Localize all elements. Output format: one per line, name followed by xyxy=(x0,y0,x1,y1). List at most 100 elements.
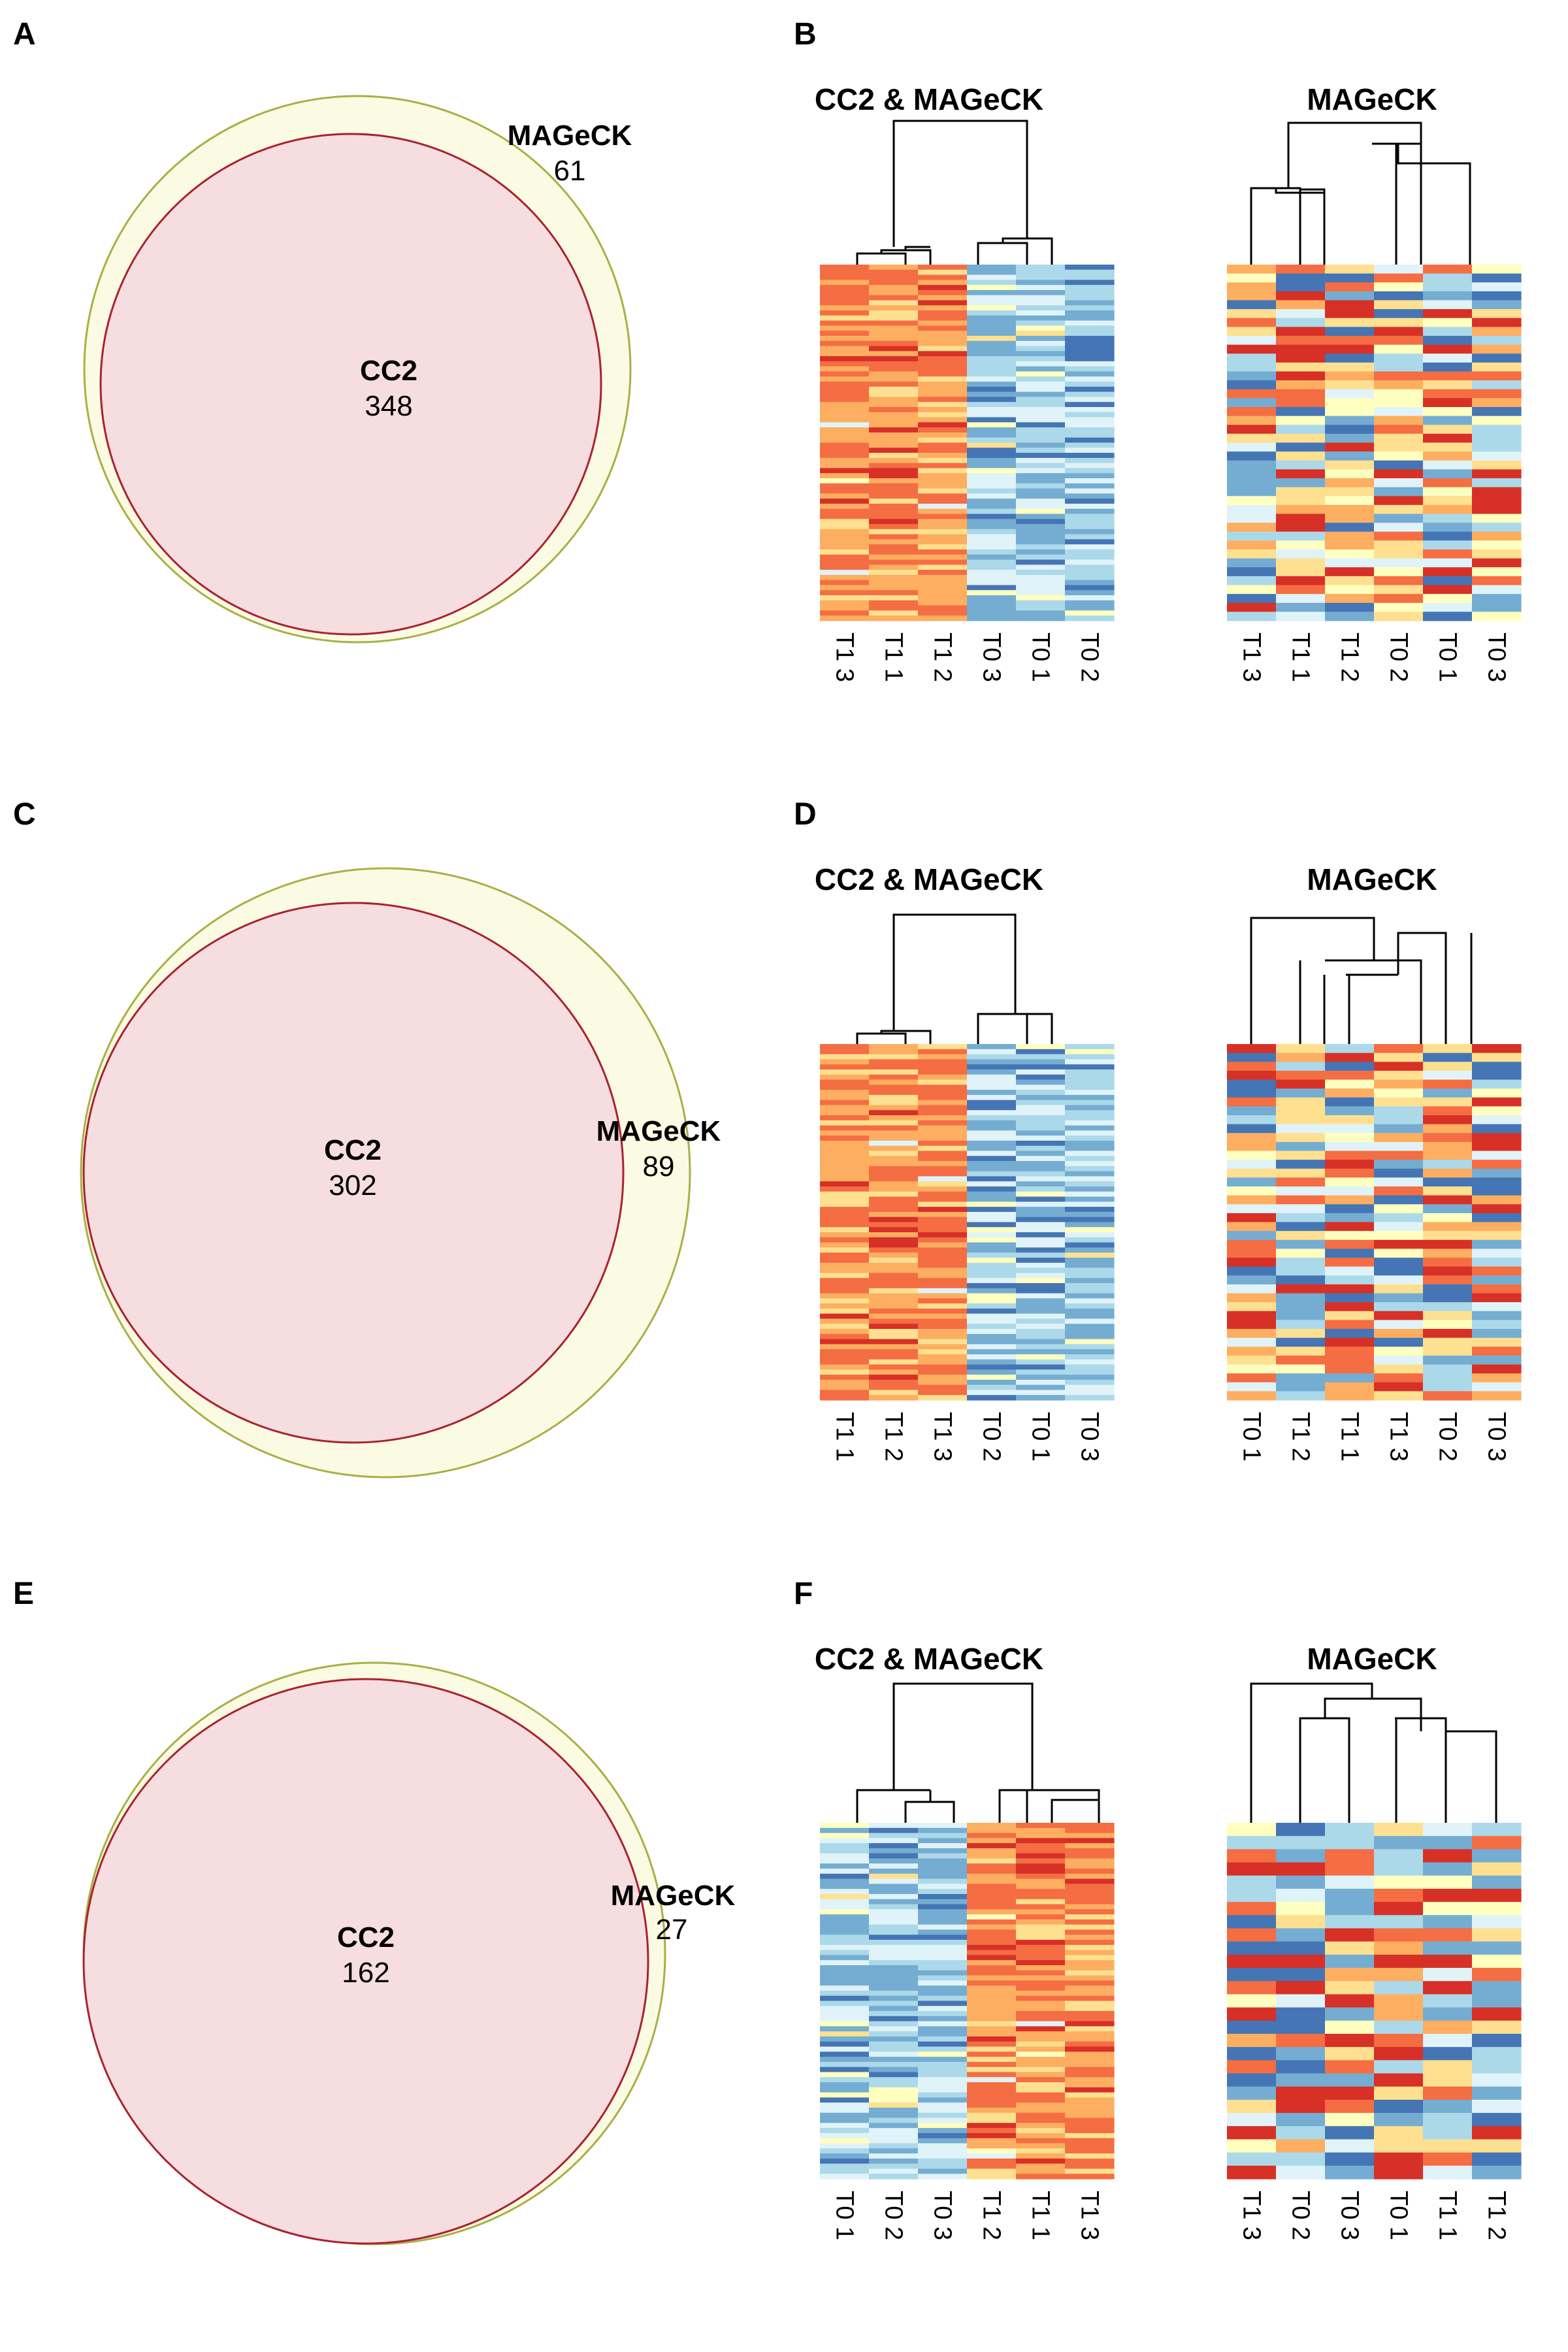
heatmap-f1-cell xyxy=(918,1869,968,1874)
heatmap-f1-cell xyxy=(1065,2066,1115,2073)
venn-c-mageck-count: 89 xyxy=(643,1151,675,1183)
heatmap-d1-cell xyxy=(1065,1059,1115,1065)
heatmap-d2-cell xyxy=(1325,1141,1375,1152)
heatmap-d1-cell xyxy=(1016,1324,1066,1330)
heatmap-d1-cell xyxy=(967,1390,1017,1396)
venn-e-mageck-count: 27 xyxy=(656,1914,688,1946)
heatmap-d1-cell xyxy=(1016,1313,1066,1320)
heatmap-d2-cell xyxy=(1325,1195,1375,1205)
heatmap-f2-cell xyxy=(1472,2073,1522,2087)
heatmap-b1-cell xyxy=(1065,371,1115,377)
heatmap-f1-cell xyxy=(1016,2132,1066,2139)
heatmap-b1-cell xyxy=(1065,325,1115,331)
heatmap-b1-cell xyxy=(820,391,870,398)
heatmap-b1-cell xyxy=(1016,478,1066,484)
heatmap-b1-cell xyxy=(869,346,919,351)
heatmap-d1-title: CC2 & MAGeCK xyxy=(815,862,1043,896)
heatmap-f1-cell xyxy=(967,2006,1017,2012)
heatmap-b1-cell xyxy=(1016,514,1066,519)
heatmap-d2-cell xyxy=(1472,1258,1522,1267)
heatmap-f1-cell xyxy=(918,1935,968,1940)
heatmap-d1-cell xyxy=(1065,1135,1115,1141)
heatmap-d2-cell xyxy=(1227,1053,1277,1062)
heatmap-f2-cell xyxy=(1472,1941,1522,1955)
heatmap-d1-cell xyxy=(918,1217,968,1223)
heatmap-d2-cell xyxy=(1227,1168,1277,1178)
heatmap-f1-cell xyxy=(918,2174,968,2180)
venn-c-cc2-circle xyxy=(82,902,625,1444)
heatmap-d2-cell xyxy=(1472,1168,1522,1178)
heatmap-b1-cell xyxy=(1065,457,1115,464)
heatmap-f1-cell xyxy=(918,2001,968,2006)
heatmap-f1-cell xyxy=(967,1919,1017,1925)
heatmap-b2-cell xyxy=(1472,273,1522,283)
heatmap-b1-cell xyxy=(918,570,968,576)
heatmap-b2-cell xyxy=(1374,425,1424,434)
heatmap-b1-cell xyxy=(967,361,1017,367)
heatmap-b1-cell xyxy=(869,331,919,336)
heatmap-d1-cell xyxy=(1065,1191,1115,1198)
heatmap-d1-cell xyxy=(869,1130,919,1136)
heatmap-b1-cell xyxy=(918,549,968,555)
heatmap-f1-cell xyxy=(918,1965,968,1971)
heatmap-b1-cell xyxy=(1065,300,1115,306)
heatmap-f1-cell xyxy=(1065,2082,1115,2088)
heatmap-d1-cell xyxy=(1065,1049,1115,1055)
heatmap-f1-cell xyxy=(1065,1873,1115,1880)
dendrogram-f2 xyxy=(1250,1682,1497,1823)
heatmap-f1-cell xyxy=(918,1950,968,1956)
heatmap-f1-cell xyxy=(918,1970,968,1976)
heatmap-b2-cell xyxy=(1227,558,1277,568)
heatmap-d1-cell xyxy=(1016,1064,1066,1070)
heatmap-b2-cell xyxy=(1472,265,1522,274)
heatmap-d1-cell xyxy=(967,1344,1017,1350)
heatmap-d2-cell xyxy=(1227,1302,1277,1312)
heatmap-d1-cell xyxy=(1016,1125,1066,1131)
heatmap-b1-cell xyxy=(1065,422,1115,428)
heatmap-d1-cell xyxy=(1065,1156,1115,1162)
heatmap-f1-cell xyxy=(1016,2138,1066,2144)
heatmap-d2-cell xyxy=(1276,1151,1326,1160)
heatmap-d1-cell xyxy=(1065,1308,1115,1315)
heatmap-d2-cell xyxy=(1472,1133,1522,1143)
heatmap-f2-cell xyxy=(1325,1902,1375,1916)
heatmap-f1-cell xyxy=(1016,2158,1066,2164)
heatmap-d1-cell xyxy=(1016,1054,1066,1060)
heatmap-f1-cell xyxy=(869,2168,919,2174)
heatmap-d2-cell xyxy=(1276,1168,1326,1178)
heatmap-f2-cell xyxy=(1325,2007,1375,2021)
heatmap-f1-cell xyxy=(1065,1843,1115,1849)
venn-a-cc2-circle xyxy=(99,133,602,636)
heatmap-b1-cell xyxy=(1016,529,1066,535)
heatmap-d1-cell xyxy=(967,1324,1017,1330)
heatmap-d2-cell xyxy=(1276,1364,1326,1374)
heatmap-f1-cell xyxy=(1065,2174,1115,2180)
heatmap-d2-cell xyxy=(1325,1151,1375,1160)
heatmap-b1-cell xyxy=(967,574,1017,581)
heatmap-d1-cell xyxy=(869,1344,919,1350)
heatmap-f2-cell xyxy=(1472,1968,1522,1982)
heatmap-f1-cell xyxy=(820,1884,870,1889)
heatmap-f1-cell xyxy=(918,1980,968,1986)
heatmap-d2-cell xyxy=(1325,1302,1375,1312)
heatmap-b2-cell xyxy=(1472,291,1522,301)
heatmap-d2-cell xyxy=(1227,1311,1277,1320)
heatmap-d1-cell xyxy=(869,1333,919,1340)
heatmap-b1-cell xyxy=(1016,351,1066,357)
heatmap-f2-cell xyxy=(1423,1941,1473,1955)
heatmap-b1-cell xyxy=(869,519,919,525)
heatmap-d2-cell xyxy=(1374,1284,1424,1294)
heatmap-f1-cell xyxy=(1065,1985,1115,1991)
heatmap-b1-cell xyxy=(1016,346,1066,351)
heatmap-d2-cell xyxy=(1325,1364,1375,1374)
heatmap-d2-cell xyxy=(1325,1097,1375,1107)
heatmap-f1-cell xyxy=(869,1843,919,1849)
heatmap-d1-cell xyxy=(967,1273,1017,1279)
heatmap-f1-cell xyxy=(967,1869,1017,1874)
heatmap-b1-cell xyxy=(1065,391,1115,398)
heatmap-f1-cell xyxy=(967,1853,1017,1859)
heatmap-b1-cell xyxy=(1016,544,1066,550)
heatmap-b1-cell xyxy=(820,615,870,621)
heatmap-f2-cell xyxy=(1276,1981,1326,1995)
heatmap-f2-cell xyxy=(1325,2139,1375,2153)
